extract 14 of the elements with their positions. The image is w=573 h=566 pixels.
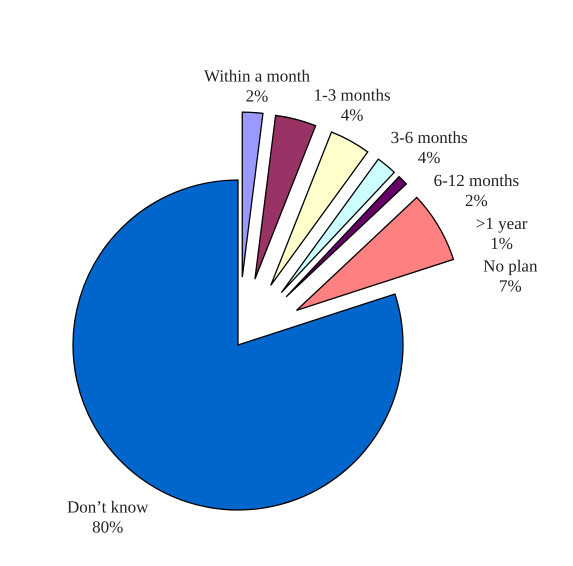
data-label: 1% (490, 234, 513, 254)
slice-label: 6-12 months (434, 171, 520, 190)
slice-label: Don’t know (67, 498, 150, 517)
data-label: 4% (418, 148, 440, 168)
slice-label: 1-3 months (314, 85, 391, 104)
data-label: 80% (92, 518, 124, 537)
slice-label: No plan (483, 256, 538, 276)
slice-label: >1 year (476, 214, 528, 234)
data-label: 4% (340, 105, 364, 124)
slice-label: 3-6 months (390, 128, 468, 148)
data-label: 7% (498, 276, 522, 296)
slice-label: Within a month (204, 66, 310, 86)
data-label: 2% (246, 86, 268, 106)
data-label: 2% (465, 191, 488, 210)
